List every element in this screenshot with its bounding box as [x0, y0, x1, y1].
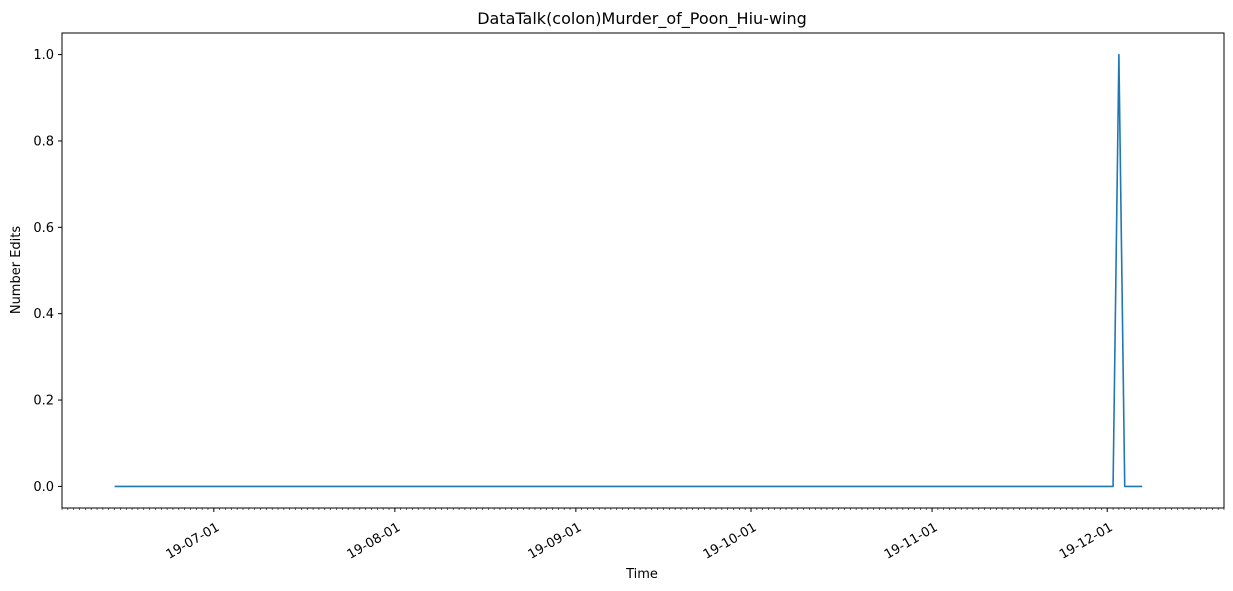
y-axis-ticks: 0.0 0.2 0.4 0.6 0.8 1.0	[33, 48, 62, 495]
x-tick-label: 19-11-01	[882, 520, 941, 562]
x-tick-label: 19-12-01	[1057, 520, 1116, 562]
x-axis-label: Time	[625, 567, 658, 582]
chart-title: DataTalk(colon)Murder_of_Poon_Hiu-wing	[477, 9, 807, 29]
plot-area-frame	[61, 32, 1225, 509]
x-minor-ticks	[61, 508, 1225, 510]
y-tick-label: 0.6	[33, 221, 54, 236]
y-tick-label: 0.2	[33, 394, 54, 409]
y-tick-label: 1.0	[33, 48, 54, 63]
x-tick-label: 19-09-01	[526, 520, 585, 562]
y-tick-label: 0.4	[33, 307, 54, 322]
x-tick-label: 19-10-01	[701, 520, 760, 562]
y-axis-label: Number Edits	[9, 226, 24, 315]
series-line	[114, 53, 1143, 488]
y-tick-label: 0.0	[33, 480, 54, 495]
x-axis-ticks: 19-07-01 19-08-01 19-09-01 19-10-01 19-11-01…	[164, 508, 1116, 563]
x-tick-label: 19-08-01	[345, 520, 404, 562]
y-tick-label: 0.8	[33, 134, 54, 149]
x-tick-label: 19-07-01	[164, 520, 223, 562]
series-layer	[114, 53, 1143, 488]
